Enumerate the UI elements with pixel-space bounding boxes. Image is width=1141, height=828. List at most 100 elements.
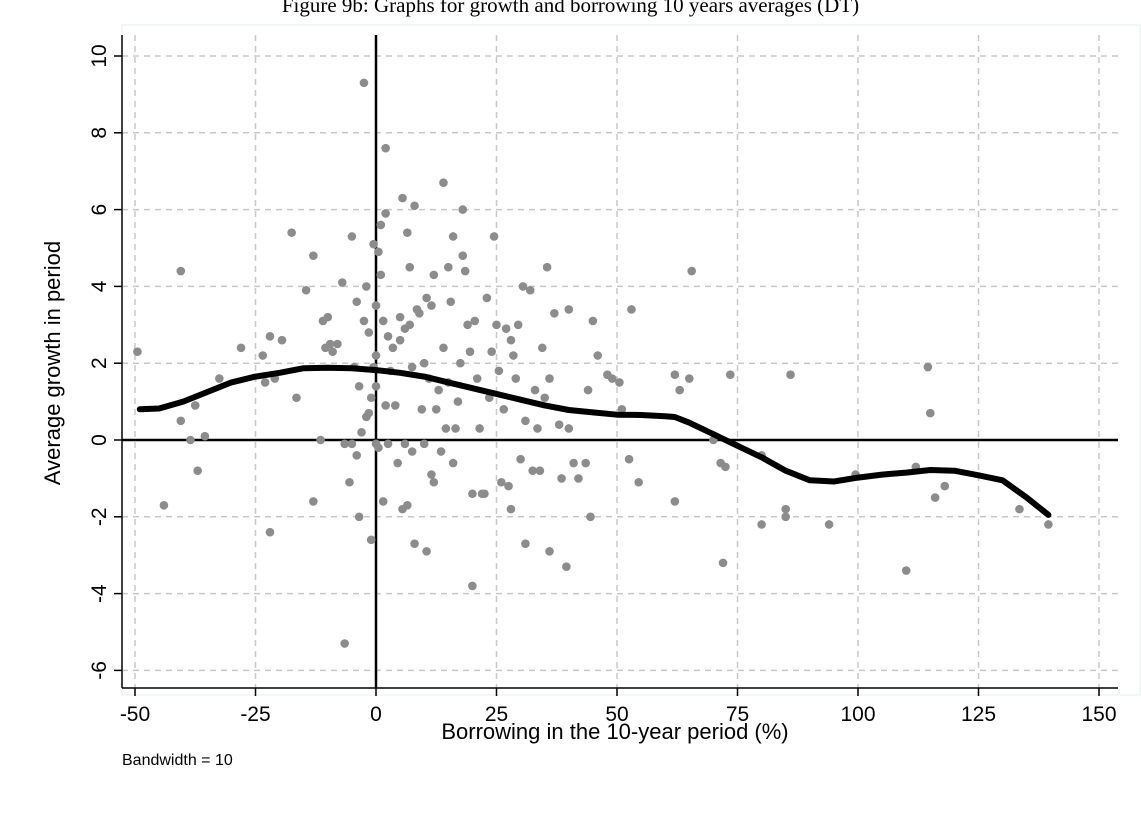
- scatter-point: [301, 285, 311, 295]
- scatter-point: [542, 262, 552, 272]
- scatter-point: [634, 477, 643, 487]
- scatter-point: [366, 393, 376, 403]
- scatter-point: [562, 562, 571, 572]
- scatter-point: [390, 401, 400, 410]
- scatter-point: [434, 385, 443, 395]
- scatter-point: [470, 316, 480, 326]
- scatter-point: [190, 401, 200, 410]
- y-tick-label: -2: [88, 507, 111, 526]
- reference-lines: [122, 35, 1118, 688]
- scatter-point: [403, 228, 412, 237]
- scatter-point: [371, 301, 381, 310]
- scatter-point: [309, 497, 318, 506]
- scatter-point: [564, 305, 574, 314]
- scatter-point: [588, 316, 598, 326]
- scatter-point: [475, 424, 484, 433]
- scatter-point: [333, 339, 342, 349]
- scatter-point: [436, 447, 446, 456]
- scatter-point: [419, 358, 429, 368]
- scatter-point: [287, 228, 296, 237]
- scatter-point: [468, 489, 477, 499]
- scatter-point: [448, 458, 458, 468]
- scatter-point: [383, 332, 393, 341]
- scatter-point: [446, 297, 456, 307]
- scatter-point: [381, 209, 390, 218]
- scatter-point: [398, 193, 407, 203]
- scatter-point: [417, 404, 427, 414]
- scatter-point: [277, 335, 287, 345]
- x-tick-label: 125: [961, 703, 996, 726]
- scatter-point: [439, 178, 448, 188]
- scatter-point: [395, 312, 405, 322]
- scatter-point: [482, 293, 492, 303]
- scatter-point: [581, 458, 590, 468]
- scatter-points: [133, 78, 1053, 648]
- scatter-point: [557, 474, 566, 483]
- scatter-point: [340, 439, 349, 449]
- scatter-point: [513, 320, 523, 330]
- scatter-point: [501, 324, 511, 333]
- scatter-point: [1044, 520, 1053, 529]
- x-tick-label: -25: [240, 703, 270, 726]
- scatter-point: [540, 393, 549, 403]
- scatter-point: [403, 500, 412, 510]
- y-tick-label: 6: [88, 204, 111, 216]
- scatter-point: [511, 374, 521, 383]
- scatter-point: [364, 328, 374, 337]
- scatter-point: [615, 378, 624, 387]
- scatter-point: [923, 362, 933, 372]
- scatter-point: [521, 539, 530, 548]
- scatter-point: [400, 439, 410, 449]
- scatter-point: [1015, 504, 1024, 514]
- scatter-point: [378, 497, 388, 506]
- scatter-point: [506, 335, 516, 345]
- scatter-point: [265, 527, 275, 537]
- scatter-point: [518, 282, 528, 291]
- scatter-point: [569, 458, 578, 468]
- scatter-point: [670, 497, 680, 506]
- scatter-point: [393, 458, 402, 468]
- scatter-point: [429, 270, 439, 280]
- scatter-point: [176, 266, 186, 276]
- x-tick-label: 100: [840, 703, 875, 726]
- y-axis-ticks: -6 -4 -2 0 2 4 6 8 10: [88, 44, 122, 680]
- scatter-point: [940, 481, 950, 491]
- scatter-point: [530, 385, 540, 395]
- scatter-point: [422, 547, 431, 556]
- scatter-point: [607, 374, 617, 383]
- scatter-point: [725, 370, 735, 380]
- y-tick-label: 8: [88, 127, 111, 139]
- y-tick-label: 0: [88, 434, 111, 446]
- scatter-point: [675, 385, 684, 395]
- scatter-point: [525, 285, 535, 295]
- grid-lines: [122, 35, 1118, 688]
- scatter-point: [516, 454, 525, 464]
- scatter-point: [419, 439, 429, 449]
- x-tick-label: 75: [726, 703, 749, 726]
- scatter-point: [537, 343, 547, 353]
- scatter-point: [497, 477, 506, 487]
- scatter-point: [480, 489, 489, 499]
- x-tick-label: 0: [370, 703, 382, 726]
- scatter-point: [337, 278, 347, 287]
- scatter-point: [554, 420, 564, 429]
- scatter-point: [930, 493, 940, 502]
- scatter-point: [583, 385, 593, 395]
- scatter-point: [521, 416, 530, 426]
- scatter-point: [193, 466, 202, 476]
- scatter-point: [499, 404, 509, 414]
- scatter-point: [176, 416, 186, 426]
- scatter-point: [415, 308, 424, 318]
- scatter-point: [354, 381, 364, 391]
- y-tick-label: 10: [88, 44, 111, 67]
- scatter-point: [627, 305, 636, 314]
- scatter-point: [405, 320, 415, 330]
- scatter-point: [258, 351, 268, 360]
- scatter-point: [492, 320, 501, 330]
- scatter-point: [685, 374, 694, 383]
- scatter-point: [381, 401, 390, 410]
- scatter-point: [309, 251, 318, 260]
- y-tick-label: -4: [88, 584, 111, 603]
- scatter-point: [359, 78, 369, 88]
